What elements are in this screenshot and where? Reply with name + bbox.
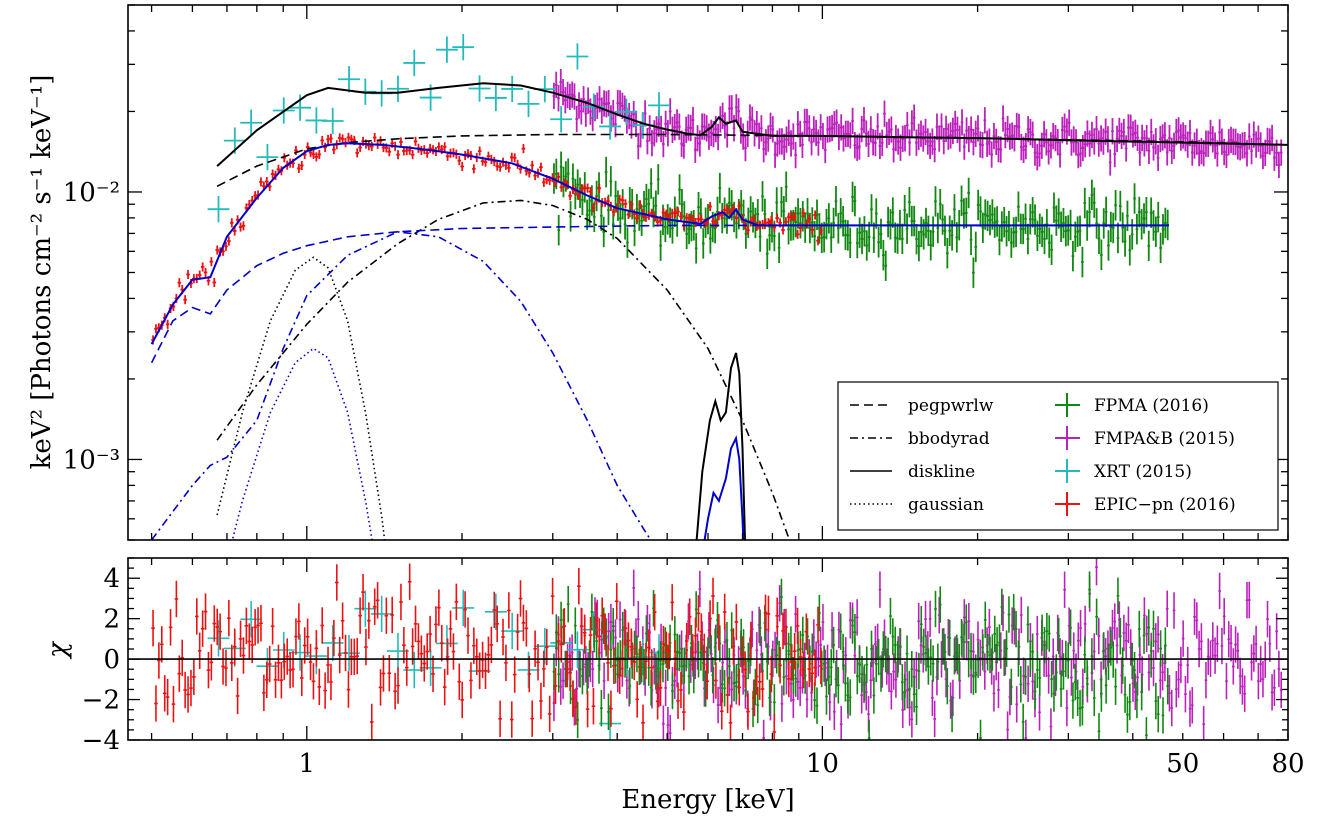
axis-tick-labels: 10⁻² 10⁻³ −4 −2 0 2 4 1 10 50 80 [63, 178, 1305, 779]
model-curve-epic-powerlaw [150, 224, 1169, 364]
y-axis-title: keV² [Photons cm⁻² s⁻¹ keV⁻¹] [27, 75, 57, 470]
model-curve-epic-bbodyrad [150, 230, 652, 540]
model-curve-epic-diskline [703, 435, 745, 540]
x-tick-label: 80 [1271, 749, 1304, 779]
series-xrt-2015 [207, 33, 670, 223]
x-tick-label: 1 [299, 749, 316, 779]
spectrum-data-points [151, 33, 1283, 345]
y-tick-label: 10⁻³ [63, 445, 120, 475]
axis-ticks [128, 4, 1289, 741]
legend-data-label: FPMA (2016) [1094, 396, 1209, 416]
x-axis-title: Energy [keV] [621, 785, 794, 815]
series-epicpn-2016 [151, 132, 823, 345]
legend-model-label: diskline [908, 462, 975, 482]
residual-y-tick-label: 4 [103, 564, 120, 594]
legend-box [837, 381, 1279, 531]
model-curve-epic-total [150, 142, 1169, 345]
model-curve-xrt-gaussian [216, 256, 386, 540]
legend: pegpwrlw bbodyrad diskline gaussian FPMA (20… [837, 381, 1279, 531]
residual-y-tick-label: −2 [82, 686, 120, 716]
residual-data-points [128, 558, 1288, 740]
residual-y-axis-title: χ [43, 640, 73, 660]
legend-model-label: bbodyrad [908, 429, 990, 449]
residual-y-tick-label: 2 [103, 605, 120, 635]
legend-data-label: EPIC−pn (2016) [1094, 495, 1236, 515]
legend-data-label: XRT (2015) [1094, 462, 1192, 482]
spectrum-model-curves [150, 82, 1288, 540]
model-curve-xrt-powerlaw [216, 133, 1288, 188]
model-curve-xrt-bbodyrad [216, 199, 791, 540]
residual-y-tick-label: 0 [103, 645, 120, 675]
series-fmpab-2015 [552, 69, 1283, 179]
legend-model-label: gaussian [908, 495, 984, 515]
residual-y-tick-label: −4 [82, 726, 120, 756]
model-curve-xrt-diskline [695, 352, 746, 540]
legend-data-label: FMPA&B (2015) [1094, 429, 1235, 449]
y-tick-label: 10⁻² [63, 178, 120, 208]
legend-model-label: pegpwrlw [908, 396, 994, 416]
x-tick-label: 10 [806, 749, 839, 779]
x-tick-label: 50 [1166, 749, 1199, 779]
